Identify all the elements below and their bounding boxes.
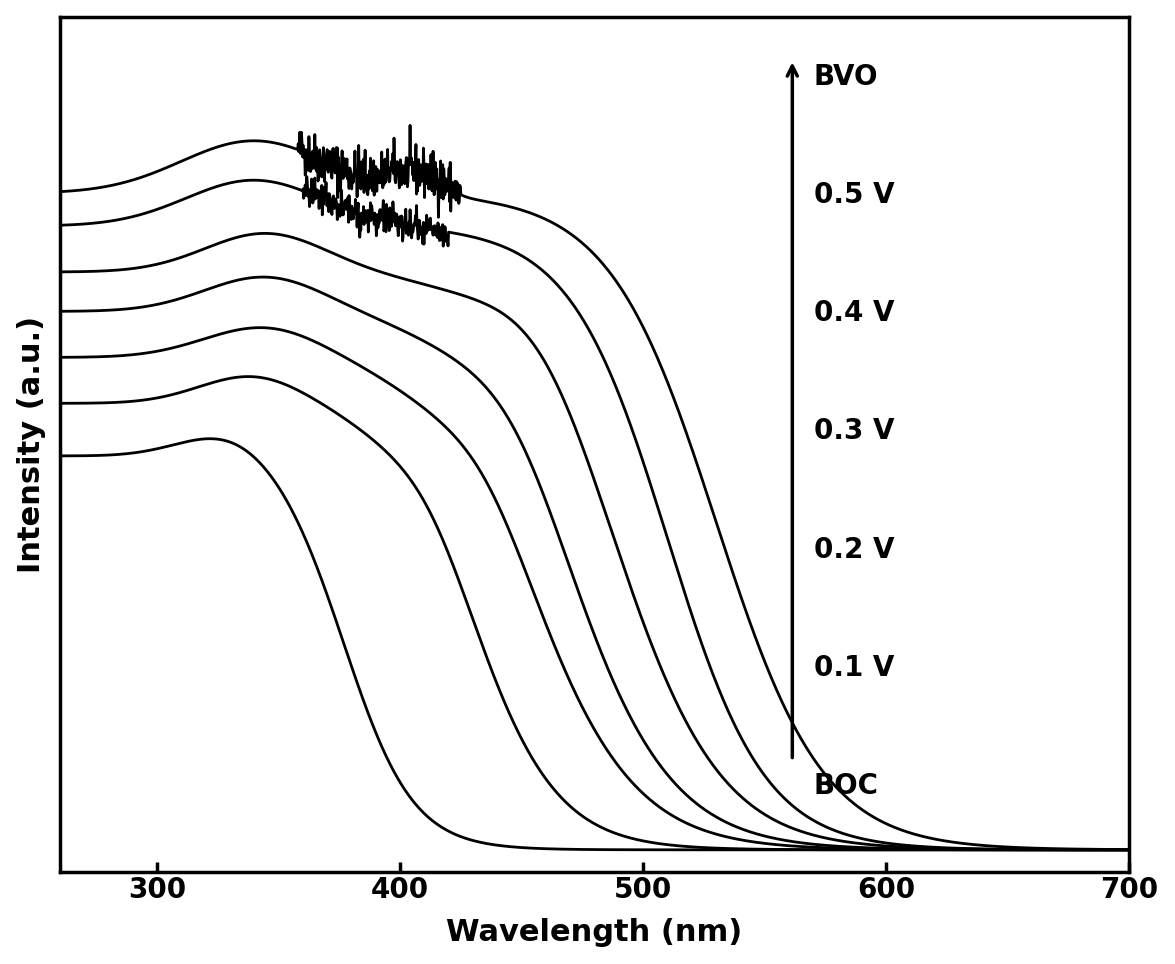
X-axis label: Wavelength (nm): Wavelength (nm) [446,919,743,948]
Text: 0.2 V: 0.2 V [814,536,894,564]
Text: 0.3 V: 0.3 V [814,417,894,445]
Text: 0.1 V: 0.1 V [814,654,894,682]
Y-axis label: Intensity (a.u.): Intensity (a.u.) [16,315,46,573]
Text: BVO: BVO [814,63,878,91]
Text: BOC: BOC [814,772,879,800]
Text: 0.4 V: 0.4 V [814,299,894,327]
Text: 0.5 V: 0.5 V [814,181,894,209]
